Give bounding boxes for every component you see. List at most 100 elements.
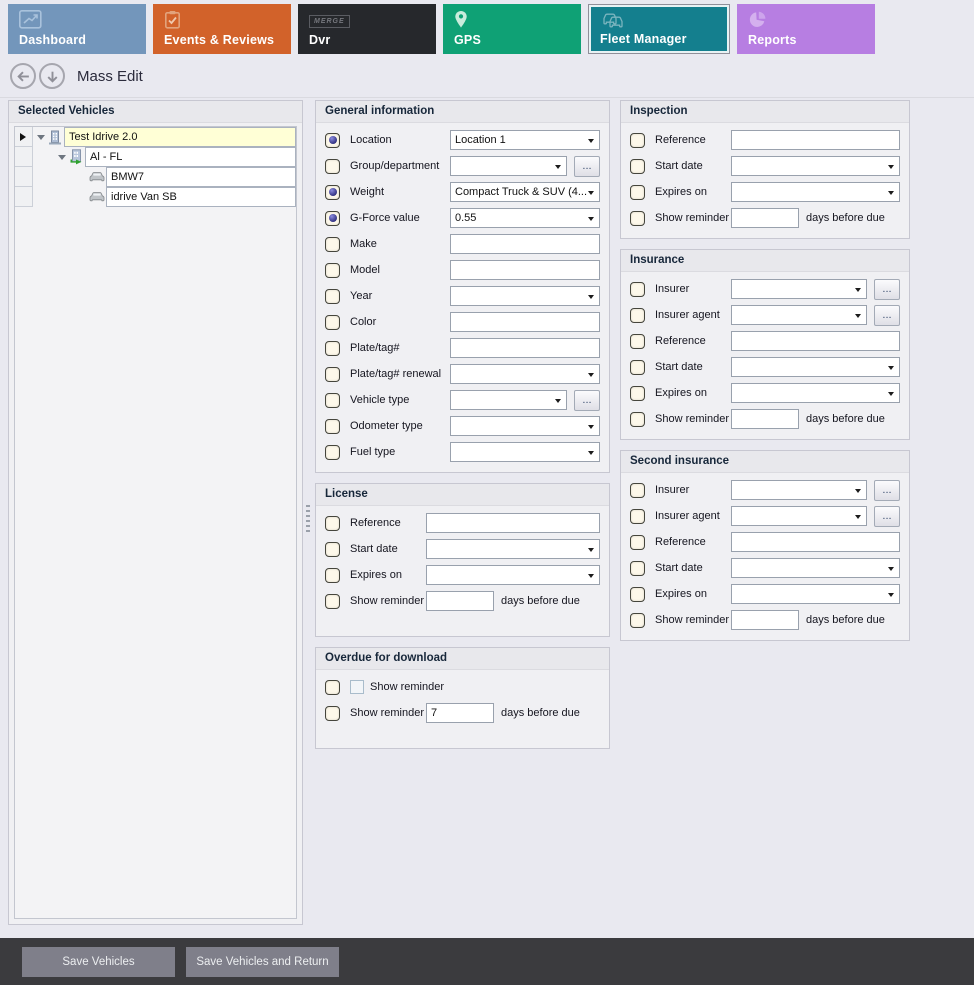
show-reminder-days-input[interactable]: [426, 703, 494, 723]
plate-tag-apply-checkbox[interactable]: [325, 340, 340, 356]
tab-fleet-manager[interactable]: Fleet Manager: [588, 4, 730, 54]
insurer-apply-checkbox[interactable]: [630, 482, 645, 498]
back-button[interactable]: [10, 63, 36, 89]
form-row: Expires on: [630, 179, 900, 205]
group-department-apply-checkbox[interactable]: [325, 158, 340, 174]
plate-tag-input[interactable]: [450, 338, 600, 358]
show-reminder-apply-checkbox[interactable]: [325, 679, 340, 695]
tab-dashboard[interactable]: Dashboard: [8, 4, 146, 54]
make-input[interactable]: [450, 234, 600, 254]
location-apply-checkbox[interactable]: [325, 132, 340, 148]
g-force-value-dropdown[interactable]: 0.55: [450, 208, 600, 228]
expires-on-dropdown[interactable]: [731, 383, 900, 403]
tree-node-label[interactable]: Al - FL: [85, 147, 296, 167]
start-date-apply-checkbox[interactable]: [325, 541, 340, 557]
group-department-browse-button[interactable]: ...: [574, 155, 600, 177]
show-reminder-days-input[interactable]: [731, 409, 799, 429]
insurer-browse-button[interactable]: ...: [874, 278, 900, 300]
start-date-apply-checkbox[interactable]: [630, 560, 645, 576]
start-date-dropdown[interactable]: [426, 539, 600, 559]
insurer-agent-dropdown[interactable]: [731, 506, 867, 526]
reference-input[interactable]: [426, 513, 600, 533]
expires-on-dropdown[interactable]: [731, 584, 900, 604]
insurer-browse-button[interactable]: ...: [874, 479, 900, 501]
expires-on-apply-checkbox[interactable]: [325, 567, 340, 583]
expand-toggle-icon[interactable]: [56, 147, 67, 167]
plate-tag-renewal-apply-checkbox[interactable]: [325, 366, 340, 382]
tab-dvr[interactable]: MERGE Dvr: [298, 4, 436, 54]
insurer-agent-apply-checkbox[interactable]: [630, 307, 645, 323]
expires-on-apply-checkbox[interactable]: [630, 184, 645, 200]
tab-reports[interactable]: Reports: [737, 4, 875, 54]
panel-splitter[interactable]: [303, 100, 313, 925]
show-reminder-apply-checkbox[interactable]: [325, 593, 340, 609]
insurer-dropdown[interactable]: [731, 480, 867, 500]
model-apply-checkbox[interactable]: [325, 262, 340, 278]
reference-input[interactable]: [731, 331, 900, 351]
model-input[interactable]: [450, 260, 600, 280]
reference-apply-checkbox[interactable]: [630, 333, 645, 349]
show-reminder-apply-checkbox[interactable]: [630, 210, 645, 226]
year-dropdown[interactable]: [450, 286, 600, 306]
weight-dropdown[interactable]: Compact Truck & SUV (4...: [450, 182, 600, 202]
start-date-dropdown[interactable]: [731, 558, 900, 578]
tree-row-test-idrive-2-0[interactable]: Test Idrive 2.0: [15, 127, 296, 147]
expires-on-dropdown[interactable]: [731, 182, 900, 202]
expires-on-apply-checkbox[interactable]: [630, 385, 645, 401]
show-reminder-checkbox[interactable]: [350, 680, 364, 694]
start-date-dropdown[interactable]: [731, 156, 900, 176]
tree-node-label[interactable]: BMW7: [106, 167, 296, 187]
reference-input[interactable]: [731, 130, 900, 150]
group-department-dropdown[interactable]: [450, 156, 567, 176]
vehicle-type-browse-button[interactable]: ...: [574, 389, 600, 411]
reference-apply-checkbox[interactable]: [325, 515, 340, 531]
weight-apply-checkbox[interactable]: [325, 184, 340, 200]
expand-toggle-icon[interactable]: [35, 127, 46, 147]
plate-tag-renewal-dropdown[interactable]: [450, 364, 600, 384]
reference-apply-checkbox[interactable]: [630, 534, 645, 550]
expires-on-dropdown[interactable]: [426, 565, 600, 585]
insurer-agent-browse-button[interactable]: ...: [874, 304, 900, 326]
fuel-type-dropdown[interactable]: [450, 442, 600, 462]
move-down-button[interactable]: [39, 63, 65, 89]
tab-events-reviews[interactable]: Events & Reviews: [153, 4, 291, 54]
start-date-dropdown[interactable]: [731, 357, 900, 377]
tree-node-label[interactable]: idrive Van SB: [106, 187, 296, 207]
vehicle-type-dropdown[interactable]: [450, 390, 567, 410]
expires-on-apply-checkbox[interactable]: [630, 586, 645, 602]
insurer-dropdown[interactable]: [731, 279, 867, 299]
color-apply-checkbox[interactable]: [325, 314, 340, 330]
save-vehicles-and-return-button[interactable]: Save Vehicles and Return: [186, 946, 339, 977]
save-vehicles-button[interactable]: Save Vehicles: [22, 946, 175, 977]
year-apply-checkbox[interactable]: [325, 288, 340, 304]
tree-node-label[interactable]: Test Idrive 2.0: [64, 127, 296, 147]
tab-gps[interactable]: GPS: [443, 4, 581, 54]
insurer-agent-browse-button[interactable]: ...: [874, 505, 900, 527]
fuel-type-apply-checkbox[interactable]: [325, 444, 340, 460]
show-reminder-days-input[interactable]: [731, 610, 799, 630]
show-reminder-apply-checkbox[interactable]: [630, 612, 645, 628]
vehicle-type-apply-checkbox[interactable]: [325, 392, 340, 408]
location-dropdown[interactable]: Location 1: [450, 130, 600, 150]
reference-input[interactable]: [731, 532, 900, 552]
g-force-value-apply-checkbox[interactable]: [325, 210, 340, 226]
show-reminder-apply-checkbox[interactable]: [325, 705, 340, 721]
field-label: Expires on: [350, 569, 402, 581]
tree-row-idrive-van-sb[interactable]: idrive Van SB: [15, 187, 296, 207]
make-apply-checkbox[interactable]: [325, 236, 340, 252]
color-input[interactable]: [450, 312, 600, 332]
odometer-type-dropdown[interactable]: [450, 416, 600, 436]
show-reminder-apply-checkbox[interactable]: [630, 411, 645, 427]
show-reminder-days-input[interactable]: [731, 208, 799, 228]
start-date-apply-checkbox[interactable]: [630, 359, 645, 375]
insurer-agent-dropdown[interactable]: [731, 305, 867, 325]
start-date-apply-checkbox[interactable]: [630, 158, 645, 174]
tree-row-bmw7[interactable]: BMW7: [15, 167, 296, 187]
form-row: Plate/tag# renewal: [325, 361, 600, 387]
insurer-agent-apply-checkbox[interactable]: [630, 508, 645, 524]
tree-row-al-fl[interactable]: Al - FL: [15, 147, 296, 167]
reference-apply-checkbox[interactable]: [630, 132, 645, 148]
insurer-apply-checkbox[interactable]: [630, 281, 645, 297]
odometer-type-apply-checkbox[interactable]: [325, 418, 340, 434]
show-reminder-days-input[interactable]: [426, 591, 494, 611]
